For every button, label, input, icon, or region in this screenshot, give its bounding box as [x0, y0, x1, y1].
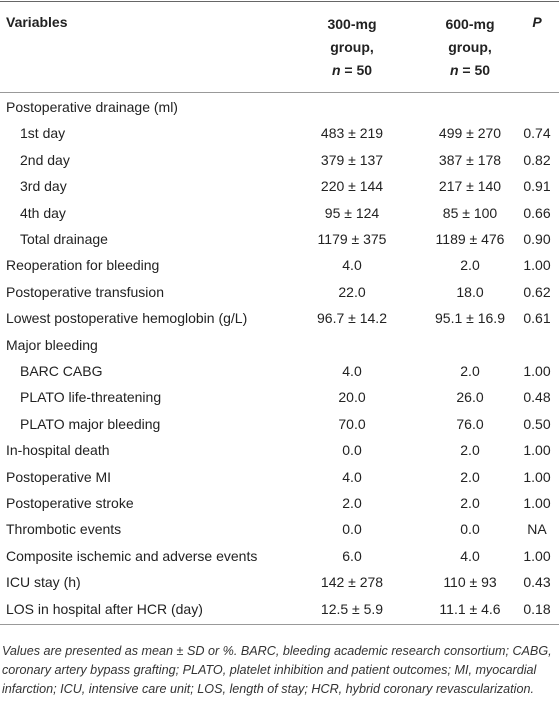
cell: 2.0: [460, 363, 480, 379]
row-label: PLATO major bleeding: [20, 415, 161, 432]
cell: 483 ± 219: [320, 125, 384, 142]
cell: 1.00: [523, 257, 551, 274]
header-p: P: [532, 14, 542, 30]
header-n-value: = 50: [462, 62, 491, 78]
cell: 0.82: [523, 151, 551, 168]
footnote: Values are presented as mean ± SD or %. …: [2, 644, 552, 696]
cell: 0.66: [523, 204, 551, 221]
cell: 387 ± 178: [438, 151, 502, 168]
cell: 0.0: [342, 442, 362, 459]
cell: 1.00: [523, 363, 551, 379]
row-label: Thrombotic events: [6, 521, 122, 538]
cell: 0.91: [523, 178, 551, 195]
row-label: Postoperative MI: [6, 468, 112, 485]
cell: 379 ± 137: [320, 151, 384, 168]
row-label: Reoperation for bleeding: [6, 257, 160, 274]
cell: 1.00: [523, 547, 551, 564]
row-label: 1st day: [20, 125, 66, 142]
header-n-label: n: [331, 62, 341, 78]
header-group-n: n = 50: [410, 59, 530, 82]
cell: 85 ± 100: [442, 204, 498, 221]
header-group-label: 600-mg group,: [445, 16, 495, 55]
bottom-rule: [0, 624, 559, 625]
row-label: Postoperative drainage (ml): [6, 99, 178, 115]
header-rule: [0, 92, 559, 93]
header-group: 600-mg group, n = 50: [410, 13, 530, 82]
header-group-label: 300-mg group,: [327, 16, 377, 55]
cell: 0.0: [460, 521, 480, 538]
row-label: ICU stay (h): [6, 574, 81, 591]
cell: 0.0: [342, 521, 362, 538]
cell: 0.43: [523, 574, 551, 591]
cell: 4.0: [342, 257, 362, 274]
row-label: 2nd day: [20, 151, 70, 168]
cell: 499 ± 270: [438, 125, 502, 142]
row-label: Composite ischemic and adverse events: [6, 547, 258, 564]
cell: 2.0: [460, 468, 480, 485]
cell: 1.00: [523, 495, 551, 511]
cell: 96.7 ± 14.2: [317, 310, 387, 327]
cell: 4.0: [342, 468, 362, 485]
cell: 217 ± 140: [438, 178, 502, 195]
cell: 12.5 ± 5.9: [320, 600, 384, 617]
cell: 0.48: [523, 389, 551, 406]
header-n-value: = 50: [344, 62, 373, 78]
row-label: Major bleeding: [6, 336, 98, 353]
cell: 0.61: [523, 310, 551, 327]
cell: 22.0: [338, 283, 366, 300]
cell: 6.0: [342, 547, 362, 564]
row-label: Lowest postoperative hemoglobin (g/L): [6, 310, 248, 327]
cell: 0.18: [523, 600, 551, 617]
row-label: In-hospital death: [6, 442, 110, 459]
row-label: PLATO life-threatening: [20, 389, 162, 406]
cell: 0.90: [523, 231, 551, 247]
cell: 70.0: [338, 415, 366, 432]
top-rule: [0, 1, 559, 2]
header-n-label: n: [449, 62, 459, 78]
cell: 0.74: [523, 125, 551, 142]
cell: 76.0: [456, 415, 484, 432]
row-label: BARC CABG: [20, 363, 103, 379]
cell: 4.0: [460, 547, 480, 564]
cell: 95 ± 124: [324, 204, 380, 221]
header-variables: Variables: [6, 14, 68, 30]
cell: NA: [527, 521, 547, 538]
cell: 110 ± 93: [443, 574, 497, 591]
cell: 2.0: [460, 442, 480, 459]
cell: 0.62: [523, 283, 551, 300]
cell: 26.0: [456, 389, 484, 406]
cell: 2.0: [342, 495, 362, 511]
cell: 1.00: [523, 468, 551, 485]
cell: 4.0: [342, 363, 362, 379]
row-label: LOS in hospital after HCR (day): [6, 600, 203, 617]
cell: 20.0: [338, 389, 366, 406]
cell: 1179 ± 375: [317, 231, 387, 247]
cell: 2.0: [460, 257, 480, 274]
cell: 0.50: [523, 415, 551, 432]
cell: 2.0: [460, 495, 480, 511]
cell: 220 ± 144: [320, 178, 384, 195]
cell: 18.0: [456, 283, 484, 300]
header-group: 300-mg group, n = 50: [292, 13, 412, 82]
cell: 11.1 ± 4.6: [439, 600, 501, 617]
cell: 95.1 ± 16.9: [435, 310, 505, 327]
cell: 1189 ± 476: [435, 231, 505, 247]
cell: 142 ± 278: [320, 574, 384, 591]
row-label: Postoperative transfusion: [6, 283, 164, 300]
header-group-n: n = 50: [292, 59, 412, 82]
row-label: Postoperative stroke: [6, 495, 134, 511]
row-label: Total drainage: [20, 231, 108, 247]
row-label: 4th day: [20, 204, 66, 221]
row-label: 3rd day: [20, 178, 67, 195]
cell: 1.00: [523, 442, 551, 459]
